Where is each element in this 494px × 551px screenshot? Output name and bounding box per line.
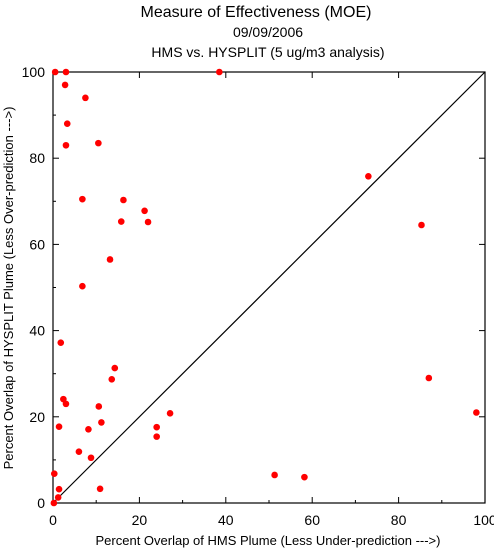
one-to-one-line <box>52 71 486 504</box>
data-point <box>301 473 308 481</box>
data-point <box>57 339 65 346</box>
y-axis-label: Percent Overlap of HYSPLIT Plume (Less O… <box>1 107 16 470</box>
x-axis-label: Percent Overlap of HMS Plume (Less Under… <box>96 533 441 548</box>
data-point <box>50 499 58 507</box>
data-point <box>51 68 59 76</box>
data-point <box>50 470 58 477</box>
data-point <box>153 423 160 431</box>
y-tick-label: 0 <box>37 495 45 511</box>
data-point <box>117 218 125 225</box>
data-point <box>79 282 86 290</box>
data-point <box>153 433 160 440</box>
data-point <box>55 485 63 493</box>
data-point <box>95 139 102 147</box>
y-tick-label: 40 <box>29 323 45 339</box>
data-point <box>111 364 119 372</box>
data-point <box>144 218 152 226</box>
data-point <box>96 485 104 493</box>
data-point <box>473 409 480 416</box>
data-point <box>106 256 114 263</box>
data-point <box>61 81 69 89</box>
data-point <box>365 173 372 180</box>
data-point <box>166 410 174 417</box>
x-tick-label: 0 <box>49 512 57 528</box>
data-point <box>120 196 127 204</box>
x-tick-label: 40 <box>218 512 234 528</box>
data-point <box>75 448 83 456</box>
x-tick-label: 60 <box>304 512 320 528</box>
data-point <box>425 374 433 382</box>
data-point <box>141 207 148 215</box>
y-tick-label: 20 <box>29 409 45 425</box>
data-point <box>95 403 103 410</box>
y-tick-label: 100 <box>22 64 46 80</box>
data-point <box>108 376 116 383</box>
data-point <box>79 195 86 203</box>
chart-subtitle: HMS vs. HYSPLIT (5 ug/m3 analysis) <box>151 44 384 60</box>
data-point <box>418 221 425 229</box>
data-point <box>63 120 71 128</box>
data-point <box>98 419 105 426</box>
plot-area: 0 20 40 60 80 100 0 20 40 60 80 100 <box>22 64 494 528</box>
data-point <box>87 454 95 462</box>
x-tick-label: 20 <box>132 512 148 528</box>
data-point <box>62 141 70 149</box>
data-point <box>62 68 70 76</box>
chart-title: Measure of Effectiveness (MOE) <box>141 4 372 21</box>
data-point <box>216 68 223 76</box>
data-point <box>85 425 92 433</box>
y-tick-label: 80 <box>29 150 45 166</box>
chart-date: 09/09/2006 <box>233 24 303 40</box>
x-tick-label: 80 <box>391 512 407 528</box>
data-point <box>55 423 63 431</box>
data-point <box>62 400 70 408</box>
x-tick-label: 100 <box>473 512 494 528</box>
data-point <box>271 471 278 479</box>
data-point <box>82 94 89 102</box>
y-tick-label: 60 <box>29 236 45 252</box>
data-point <box>54 494 62 501</box>
